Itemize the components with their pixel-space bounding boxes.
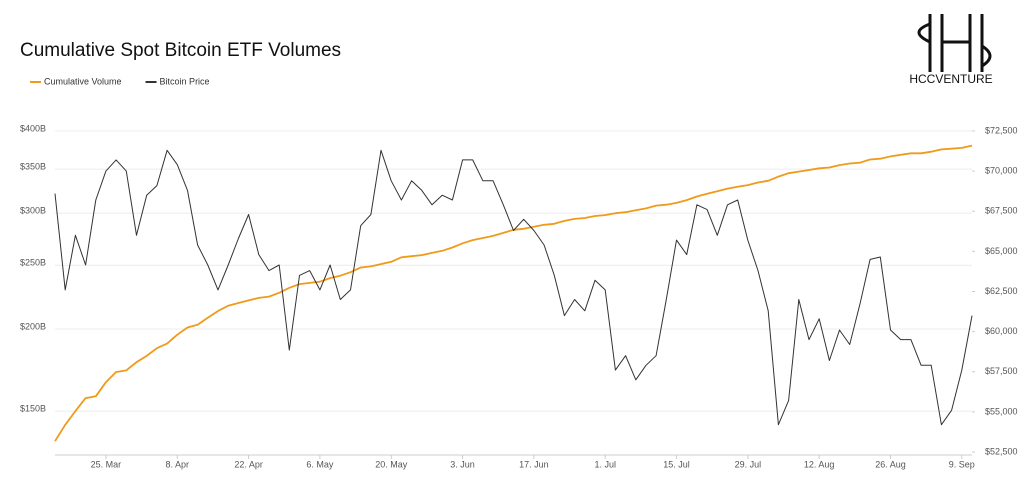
legend-label: Cumulative Volume xyxy=(44,76,122,86)
x-tick-label: 25. Mar xyxy=(91,459,122,469)
y-tick-label: $300B xyxy=(20,206,46,216)
logo-text: HCCVENTURE xyxy=(909,72,992,86)
logo-stroke xyxy=(981,44,992,68)
x-tick-label: 29. Jul xyxy=(735,459,762,469)
x-tick-label: 12. Aug xyxy=(804,459,835,469)
y2-tick-label: $67,500 xyxy=(985,206,1018,216)
x-tick-label: 15. Jul xyxy=(663,459,690,469)
chart-title: Cumulative Spot Bitcoin ETF Volumes xyxy=(20,40,341,61)
y2-tick-label: $72,500 xyxy=(985,125,1018,135)
logo: HCCVENTURE xyxy=(909,14,993,86)
y2-tick-label: $55,000 xyxy=(985,406,1018,416)
y2-tick-label: $52,500 xyxy=(985,446,1018,456)
x-tick-label: 20. May xyxy=(375,459,408,469)
x-tick-label: 26. Aug xyxy=(875,459,906,469)
x-tick-label: 8. Apr xyxy=(166,459,190,469)
y-tick-label: $350B xyxy=(20,162,46,172)
y-tick-label: $250B xyxy=(20,258,46,268)
x-tick-label: 1. Jul xyxy=(594,459,616,469)
y-tick-label: $150B xyxy=(20,404,46,414)
x-tick-label: 17. Jun xyxy=(519,459,549,469)
y-tick-label: $400B xyxy=(20,123,46,133)
x-tick-label: 9. Sep xyxy=(949,459,975,469)
x-tick-label: 22. Apr xyxy=(234,459,263,469)
x-tick-label: 6. May xyxy=(306,459,334,469)
y2-tick-label: $60,000 xyxy=(985,326,1018,336)
x-tick-label: 3. Jun xyxy=(450,459,475,469)
series-line xyxy=(54,149,973,426)
logo-stroke xyxy=(917,22,931,44)
y2-tick-label: $65,000 xyxy=(985,246,1018,256)
y2-tick-label: $70,000 xyxy=(985,166,1018,176)
y2-tick-label: $62,500 xyxy=(985,286,1018,296)
y2-tick-label: $57,500 xyxy=(985,366,1018,376)
legend-label: Bitcoin Price xyxy=(160,76,210,86)
y-tick-label: $200B xyxy=(20,321,46,331)
